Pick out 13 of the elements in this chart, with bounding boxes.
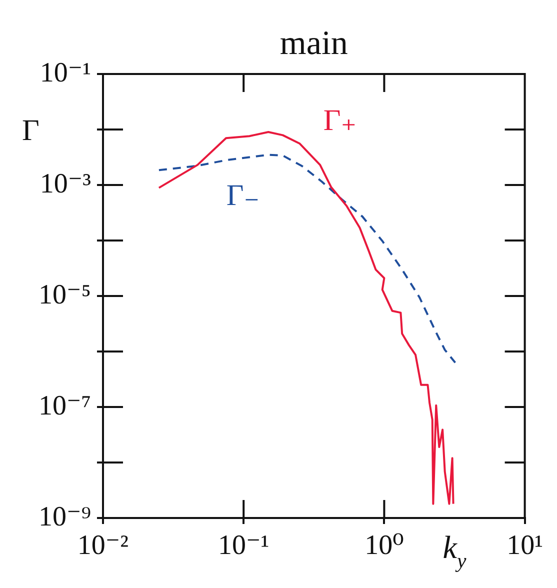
y-tick-label: 10⁻⁵ <box>38 279 91 310</box>
y-tick-label: 10⁻⁷ <box>38 390 91 422</box>
y-tick-label: 10⁻³ <box>40 168 91 200</box>
series-label: Γ₋ <box>226 178 260 212</box>
x-tick-label: 10¹ <box>506 530 544 562</box>
y-tick-label: 10⁻¹ <box>40 57 91 88</box>
y-tick-label: 10⁻⁹ <box>38 501 91 532</box>
x-tick-label: 10⁻¹ <box>218 530 270 562</box>
chart-title: main <box>280 25 348 62</box>
y-axis-title: Γ <box>22 114 40 147</box>
x-tick-label: 10⁰ <box>364 530 404 562</box>
series-label: Γ₊ <box>323 104 357 138</box>
x-tick-label: 10⁻² <box>77 530 129 562</box>
